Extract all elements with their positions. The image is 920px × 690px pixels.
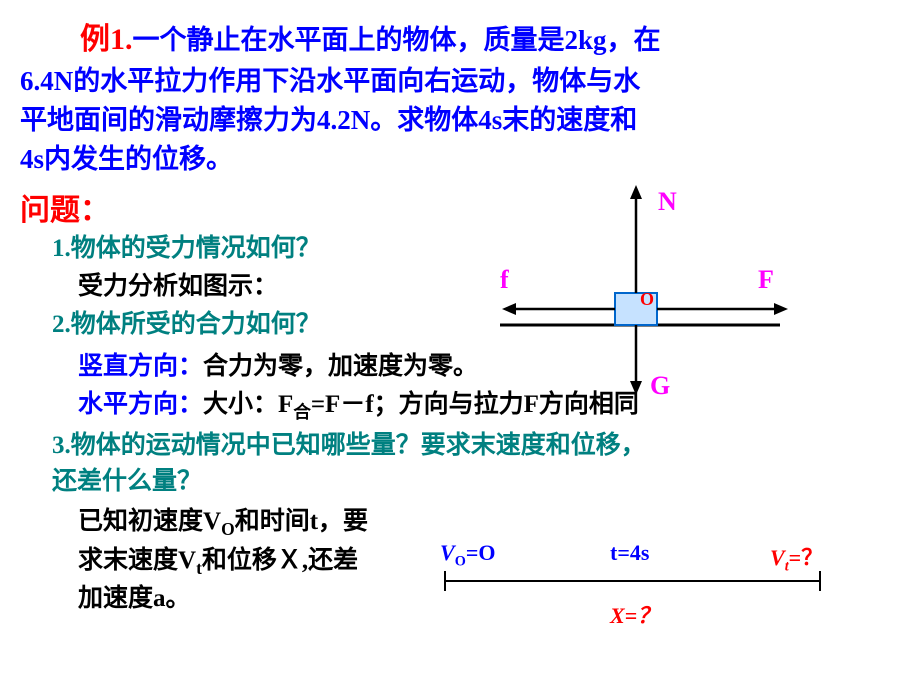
problem-text-1: 一个静止在水平面上的物体，质量是2kg，在 (133, 25, 661, 55)
q2-vert-label: 竖直方向： (78, 346, 203, 382)
diagram-label-G: G (650, 371, 670, 401)
diagram-label-f: f (500, 265, 509, 295)
problem-line4: 4s内发生的位移。 (20, 140, 900, 179)
diagram-label-F: F (758, 265, 774, 295)
problem-line1: 例1.一个静止在水平面上的物体，质量是2kg，在 (20, 18, 900, 62)
problem-line3: 平地面间的滑动摩擦力为4.2N。求物体4s末的速度和 (20, 101, 900, 140)
force-diagram: N f F G O (480, 185, 800, 385)
example-label: 例1. (80, 23, 133, 56)
q2-eq: F合=F－f； (278, 384, 399, 424)
q2-vert-text: 合力为零，加速度为零。 (203, 346, 478, 382)
diagram-label-N: N (658, 187, 677, 217)
q3-question-l2: 还差什么量？ (20, 464, 900, 500)
motion-x: X=？ (610, 598, 659, 630)
diagram-label-O: O (640, 289, 654, 310)
problem-line2: 6.4N的水平拉力作用下沿水平面向右运动，物体与水 (20, 62, 900, 101)
q2-horiz-label: 水平方向： (78, 384, 203, 420)
motion-vt: Vt=？ (770, 540, 823, 575)
q3-question-l1: 3.物体的运动情况中已知哪些量？要求末速度和位移， (20, 428, 900, 464)
motion-v0: VO=O (440, 540, 495, 570)
motion-t: t=4s (610, 540, 649, 566)
q2-size-label: 大小： (203, 384, 278, 420)
motion-diagram: VO=O t=4s Vt=？ X=？ (420, 536, 850, 646)
